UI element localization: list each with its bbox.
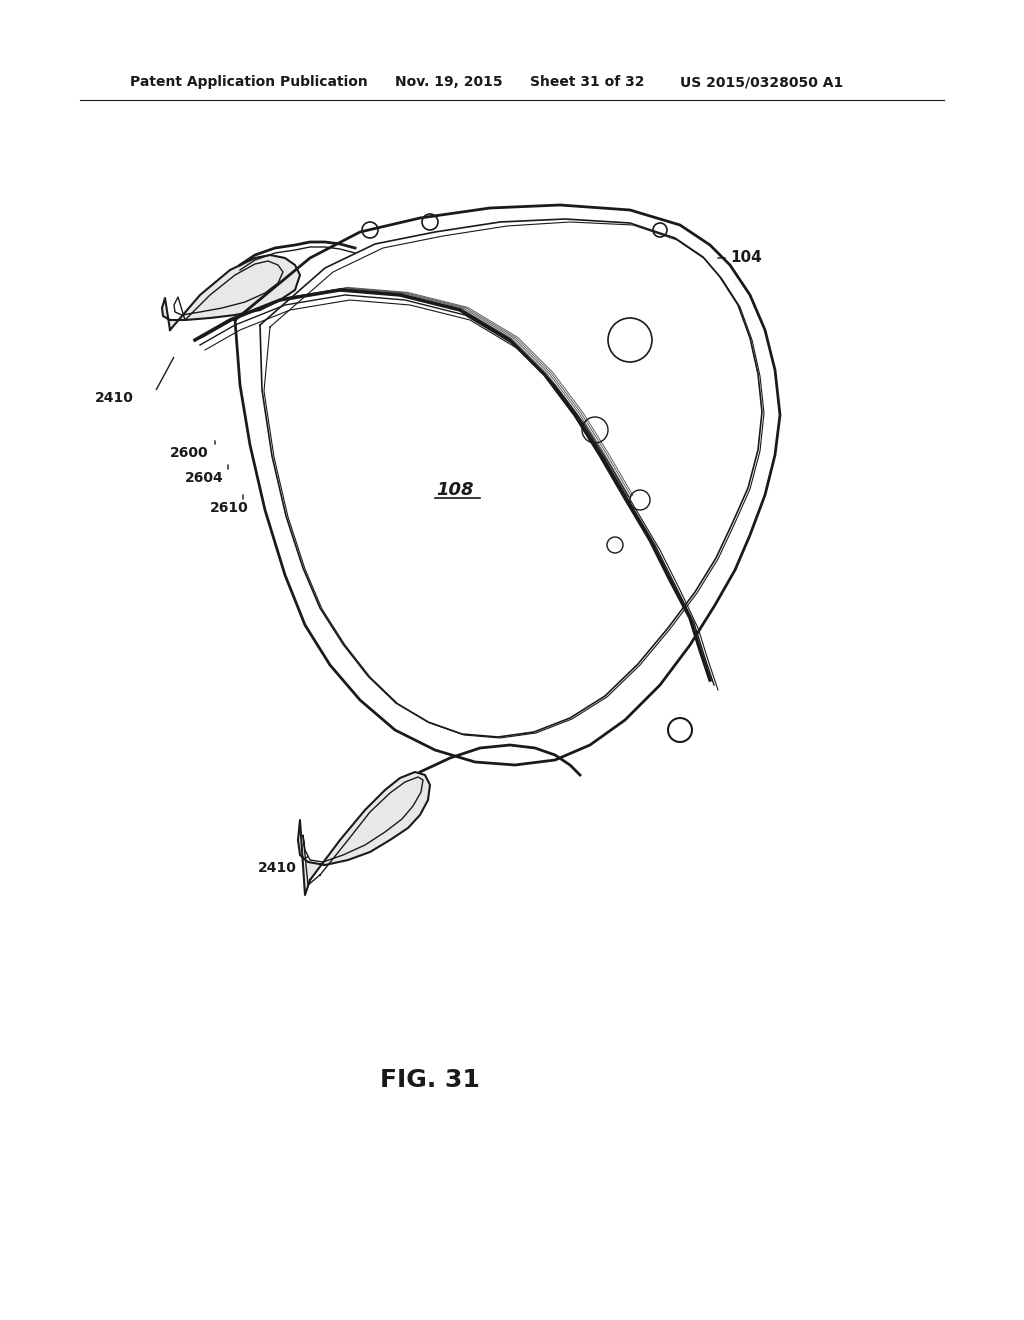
Text: 2410: 2410 [95,391,134,405]
Text: Patent Application Publication: Patent Application Publication [130,75,368,88]
Text: 108: 108 [436,480,474,499]
Text: 2610: 2610 [210,502,249,515]
Text: 2600: 2600 [170,446,209,459]
Text: US 2015/0328050 A1: US 2015/0328050 A1 [680,75,843,88]
Polygon shape [162,255,300,330]
Text: FIG. 31: FIG. 31 [380,1068,480,1092]
Polygon shape [298,772,430,895]
Text: 2604: 2604 [185,471,224,484]
Text: 2410: 2410 [258,861,297,875]
Text: Sheet 31 of 32: Sheet 31 of 32 [530,75,644,88]
Text: Nov. 19, 2015: Nov. 19, 2015 [395,75,503,88]
Text: 104: 104 [730,251,762,265]
